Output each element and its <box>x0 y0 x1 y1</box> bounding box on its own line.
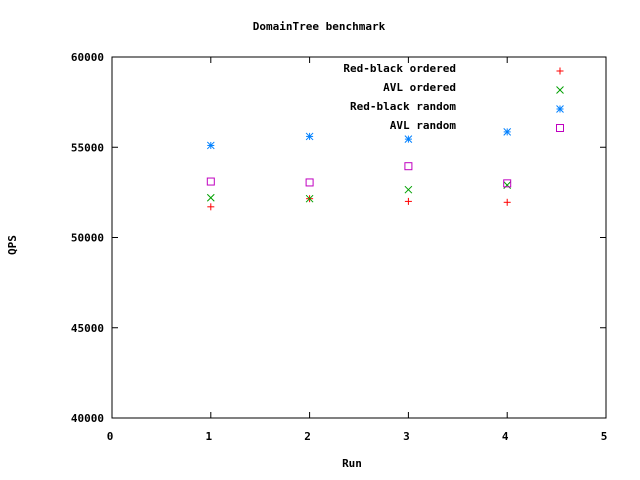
y-axis-label: QPS <box>6 235 19 255</box>
x-axis-label: Run <box>342 457 362 470</box>
y-tick-label: 55000 <box>71 141 104 154</box>
x-tick-label: 4 <box>502 430 509 443</box>
data-point <box>305 194 314 203</box>
legend-label: AVL ordered <box>383 81 456 94</box>
data-point <box>404 197 412 205</box>
data-point <box>503 181 512 190</box>
data-point <box>305 132 314 141</box>
legend-label: Red-black ordered <box>343 62 456 75</box>
data-points <box>206 128 512 211</box>
legend-marker <box>556 86 564 94</box>
y-axis-ticks: 40000 45000 50000 55000 60000 <box>71 51 606 425</box>
legend: Red-black ordered AVL ordered Red-black ra… <box>343 62 564 132</box>
data-point <box>404 185 413 194</box>
x-tick-label: 0 <box>107 430 114 443</box>
x-tick-label: 3 <box>403 430 410 443</box>
x-tick-label: 1 <box>205 430 212 443</box>
legend-marker <box>556 105 564 113</box>
legend-label: Red-black random <box>350 100 456 113</box>
chart-title: DomainTree benchmark <box>253 20 386 33</box>
data-point <box>503 128 512 136</box>
legend-marker <box>556 124 564 132</box>
data-point <box>207 203 215 211</box>
data-point <box>404 162 413 171</box>
data-point <box>503 198 511 206</box>
y-tick-label: 40000 <box>71 412 104 425</box>
y-tick-label: 50000 <box>71 232 104 245</box>
data-point <box>305 178 314 187</box>
data-point <box>206 141 215 150</box>
data-point <box>404 135 413 143</box>
data-point <box>206 193 215 202</box>
legend-label: AVL random <box>390 119 457 132</box>
x-tick-label: 5 <box>601 430 608 443</box>
y-tick-label: 60000 <box>71 51 104 64</box>
legend-marker <box>556 67 564 75</box>
y-tick-label: 45000 <box>71 322 104 335</box>
x-axis-ticks: 0 1 2 3 4 5 <box>107 57 608 443</box>
data-point <box>503 179 512 188</box>
x-tick-label: 2 <box>304 430 311 443</box>
data-point <box>206 177 215 186</box>
